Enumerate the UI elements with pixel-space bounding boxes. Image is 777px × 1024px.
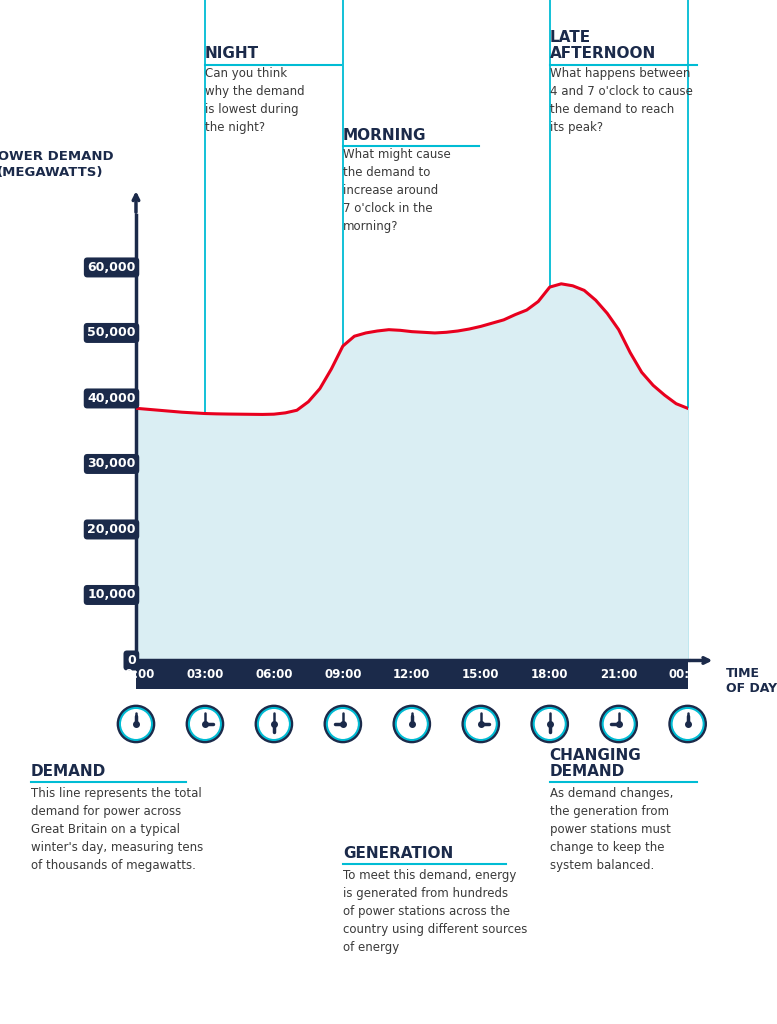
Text: 00:00: 00:00 xyxy=(669,669,706,681)
Text: 03:00: 03:00 xyxy=(186,669,224,681)
Text: DEMAND: DEMAND xyxy=(31,764,106,779)
Text: 20,000: 20,000 xyxy=(87,523,136,536)
Circle shape xyxy=(326,708,359,740)
Circle shape xyxy=(329,710,357,738)
Text: MORNING: MORNING xyxy=(343,128,427,143)
Circle shape xyxy=(120,708,152,740)
Text: TIME
OF DAY: TIME OF DAY xyxy=(726,667,777,694)
Circle shape xyxy=(466,710,495,738)
Text: GENERATION: GENERATION xyxy=(343,846,453,861)
Circle shape xyxy=(533,708,566,740)
Text: 60,000: 60,000 xyxy=(87,261,136,274)
Text: 21:00: 21:00 xyxy=(600,669,637,681)
Circle shape xyxy=(674,710,702,738)
Circle shape xyxy=(600,706,637,742)
Text: 0: 0 xyxy=(127,654,136,667)
Circle shape xyxy=(395,708,428,740)
Text: 15:00: 15:00 xyxy=(462,669,500,681)
Text: CHANGING
DEMAND: CHANGING DEMAND xyxy=(549,749,642,779)
Text: 10,000: 10,000 xyxy=(87,589,136,601)
Text: 18:00: 18:00 xyxy=(531,669,569,681)
Text: 40,000: 40,000 xyxy=(87,392,136,404)
Circle shape xyxy=(260,710,288,738)
Circle shape xyxy=(669,706,706,742)
Circle shape xyxy=(393,706,430,742)
Circle shape xyxy=(190,710,219,738)
Text: 30,000: 30,000 xyxy=(87,458,136,470)
Circle shape xyxy=(117,706,155,742)
Text: 00:00: 00:00 xyxy=(117,669,155,681)
Text: Can you think
why the demand
is lowest during
the night?: Can you think why the demand is lowest d… xyxy=(205,67,305,133)
Circle shape xyxy=(531,706,568,742)
Circle shape xyxy=(671,708,704,740)
Circle shape xyxy=(605,710,633,738)
Text: POWER DEMAND
(MEGAWATTS): POWER DEMAND (MEGAWATTS) xyxy=(0,151,113,179)
Text: This line represents the total
demand for power across
Great Britain on a typica: This line represents the total demand fo… xyxy=(31,787,204,872)
Circle shape xyxy=(398,710,426,738)
Text: What happens between
4 and 7 o'clock to cause
the demand to reach
its peak?: What happens between 4 and 7 o'clock to … xyxy=(549,67,692,133)
Circle shape xyxy=(186,706,224,742)
Circle shape xyxy=(535,710,564,738)
Circle shape xyxy=(255,706,292,742)
Circle shape xyxy=(465,708,497,740)
Text: As demand changes,
the generation from
power stations must
change to keep the
sy: As demand changes, the generation from p… xyxy=(549,787,673,872)
Circle shape xyxy=(189,708,221,740)
Text: 09:00: 09:00 xyxy=(324,669,361,681)
Text: To meet this demand, energy
is generated from hundreds
of power stations across : To meet this demand, energy is generated… xyxy=(343,869,528,954)
Circle shape xyxy=(462,706,500,742)
Text: 12:00: 12:00 xyxy=(393,669,430,681)
Text: NIGHT: NIGHT xyxy=(205,46,259,61)
Text: 06:00: 06:00 xyxy=(255,669,293,681)
Text: LATE
AFTERNOON: LATE AFTERNOON xyxy=(549,31,656,61)
Text: 50,000: 50,000 xyxy=(87,327,136,339)
Text: What might cause
the demand to
increase around
7 o'clock in the
morning?: What might cause the demand to increase … xyxy=(343,148,451,233)
Circle shape xyxy=(602,708,635,740)
Circle shape xyxy=(257,708,291,740)
Circle shape xyxy=(122,710,150,738)
Circle shape xyxy=(324,706,361,742)
